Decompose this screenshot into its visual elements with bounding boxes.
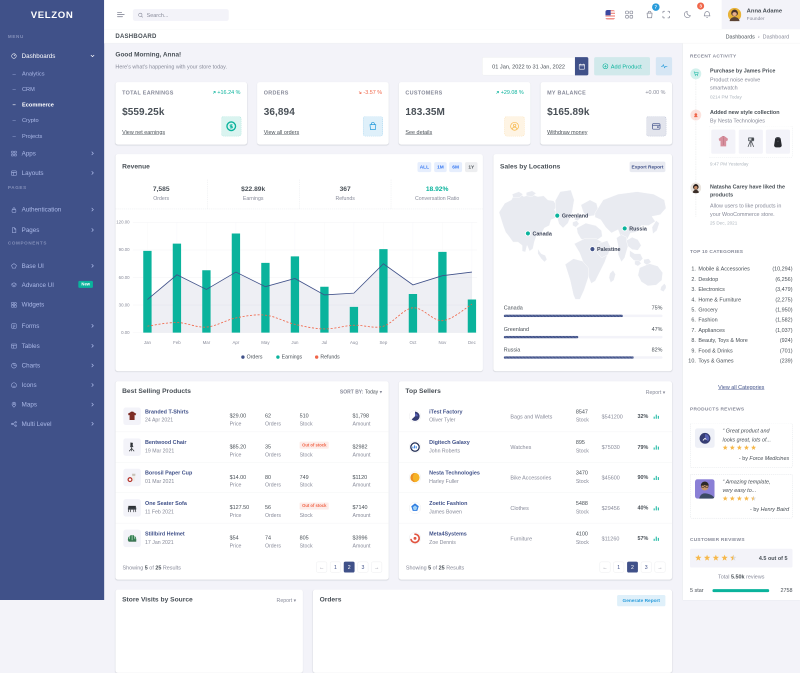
svg-text:90.00: 90.00 (119, 247, 130, 252)
svg-text:0.00: 0.00 (121, 330, 130, 335)
svg-text:Russia: Russia (629, 227, 648, 233)
svg-text:Sep: Sep (380, 340, 388, 345)
svg-text:Jan: Jan (144, 340, 152, 345)
svg-text:60.00: 60.00 (119, 275, 130, 280)
svg-text:Canada: Canada (532, 231, 552, 237)
svg-text:Feb: Feb (173, 340, 181, 345)
svg-text:Earnings: Earnings (282, 355, 303, 361)
svg-text:Palestine: Palestine (597, 247, 621, 253)
svg-text:Orders: Orders (247, 355, 263, 361)
svg-text:Oct: Oct (410, 340, 418, 345)
svg-text:Nov: Nov (439, 340, 448, 345)
svg-text:Mar: Mar (203, 340, 211, 345)
svg-text:Greenland: Greenland (562, 214, 589, 220)
svg-text:Jul: Jul (322, 340, 328, 345)
svg-text:Apr: Apr (233, 340, 240, 345)
svg-text:Refunds: Refunds (320, 355, 340, 361)
svg-text:120.00: 120.00 (116, 220, 130, 225)
svg-text:Aug: Aug (350, 340, 358, 345)
svg-text:May: May (261, 340, 270, 345)
svg-text:30.00: 30.00 (119, 302, 130, 307)
svg-text:Jun: Jun (291, 340, 299, 345)
svg-text:Dec: Dec (468, 340, 477, 345)
